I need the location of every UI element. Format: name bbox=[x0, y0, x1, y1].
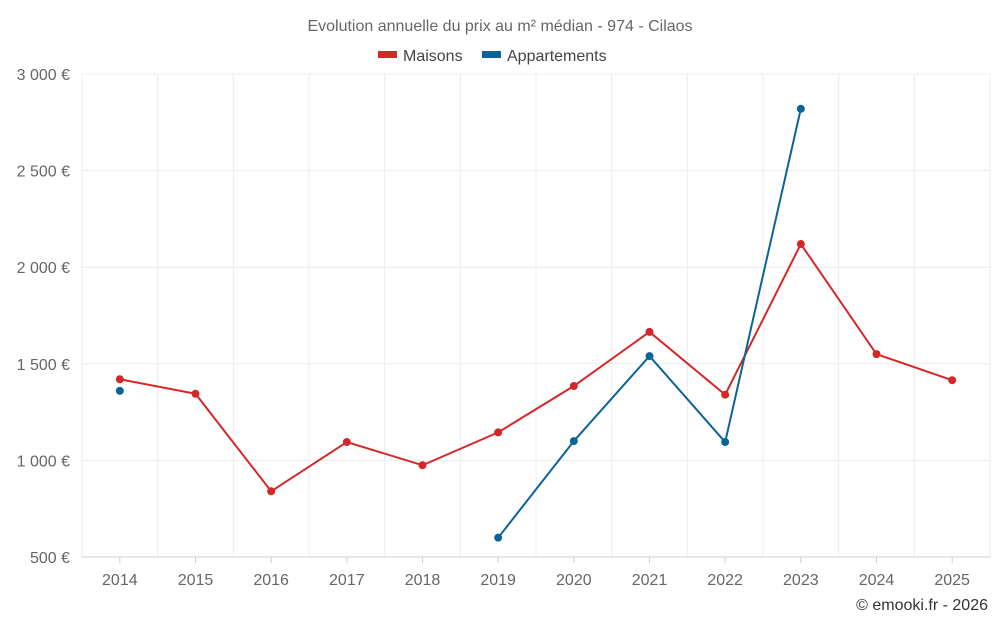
legend-label-appartements[interactable]: Appartements bbox=[507, 48, 607, 65]
series-appartements bbox=[115, 104, 805, 542]
chart-title: Evolution annuelle du prix au m² médian … bbox=[307, 18, 692, 35]
credit-text: © emooki.fr - 2026 bbox=[856, 597, 988, 614]
x-tick-label: 2015 bbox=[178, 572, 214, 589]
data-point-appartements[interactable] bbox=[721, 438, 730, 447]
data-point-appartements[interactable] bbox=[115, 386, 124, 395]
data-point-maisons[interactable] bbox=[796, 240, 805, 249]
data-point-maisons[interactable] bbox=[191, 389, 200, 398]
data-point-maisons[interactable] bbox=[872, 350, 881, 359]
x-tick-label: 2020 bbox=[556, 572, 592, 589]
gridlines bbox=[81, 73, 991, 557]
x-tick-label: 2016 bbox=[253, 572, 289, 589]
x-tick-label: 2021 bbox=[632, 572, 668, 589]
data-point-appartements[interactable] bbox=[569, 437, 578, 446]
data-point-maisons[interactable] bbox=[267, 487, 276, 496]
x-tick-label: 2014 bbox=[102, 572, 138, 589]
x-tick-label: 2017 bbox=[329, 572, 365, 589]
y-tick-label: 2 000 € bbox=[17, 260, 70, 277]
data-point-maisons[interactable] bbox=[569, 382, 578, 391]
data-point-maisons[interactable] bbox=[115, 375, 124, 384]
x-tick-label: 2019 bbox=[480, 572, 516, 589]
y-tick-label: 500 € bbox=[30, 550, 70, 567]
series bbox=[115, 104, 957, 542]
axes: 500 € 1 000 € 1 500 € 2 000 € 2 500 € 3 000 €… bbox=[17, 67, 990, 589]
y-tick-label: 3 000 € bbox=[17, 67, 70, 84]
data-point-maisons[interactable] bbox=[494, 428, 503, 437]
data-point-maisons[interactable] bbox=[721, 390, 730, 399]
data-point-appartements[interactable] bbox=[645, 352, 654, 361]
legend-label-maisons[interactable]: Maisons bbox=[403, 48, 463, 65]
y-tick-label: 2 500 € bbox=[17, 164, 70, 181]
data-point-appartements[interactable] bbox=[796, 104, 805, 113]
x-tick-label: 2018 bbox=[405, 572, 441, 589]
series-line-appartements bbox=[497, 108, 802, 539]
data-point-appartements[interactable] bbox=[494, 533, 503, 542]
x-tick-label: 2022 bbox=[707, 572, 743, 589]
y-tick-label: 1 500 € bbox=[17, 357, 70, 374]
data-point-maisons[interactable] bbox=[418, 461, 427, 470]
series-maisons bbox=[115, 240, 957, 496]
x-tick-label: 2023 bbox=[783, 572, 819, 589]
series-line-maisons bbox=[119, 243, 953, 493]
x-tick-label: 2025 bbox=[934, 572, 970, 589]
legend: Maisons Appartements bbox=[378, 48, 607, 65]
data-point-maisons[interactable] bbox=[645, 327, 654, 336]
y-tick-label: 1 000 € bbox=[17, 453, 70, 470]
data-point-maisons[interactable] bbox=[948, 376, 957, 385]
legend-swatch-appartements bbox=[482, 51, 501, 58]
x-tick-label: 2024 bbox=[859, 572, 895, 589]
data-point-maisons[interactable] bbox=[342, 438, 351, 447]
legend-swatch-maisons bbox=[378, 51, 397, 58]
